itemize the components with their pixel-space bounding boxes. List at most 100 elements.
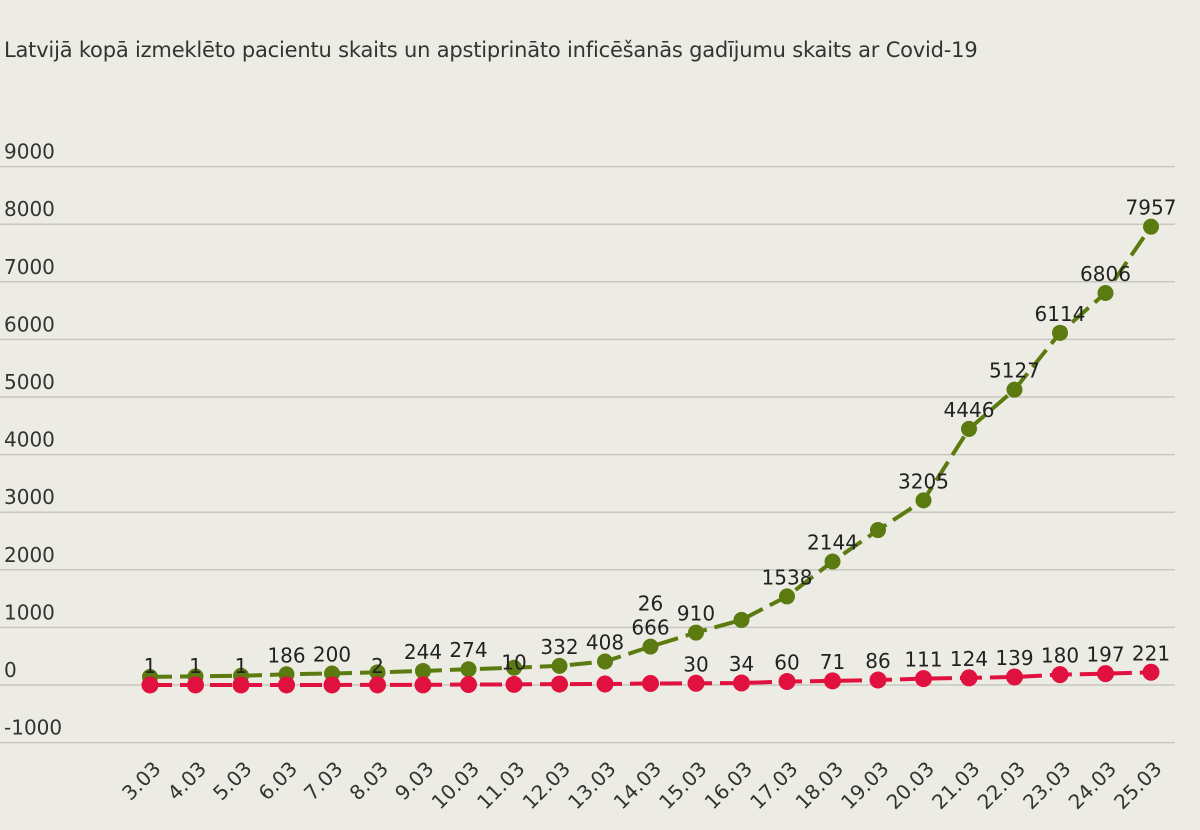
- data-point: [232, 676, 250, 694]
- y-tick-label: -1000: [4, 716, 62, 740]
- x-tick-label: 20.03: [882, 757, 939, 814]
- x-tick-label: 24.03: [1064, 757, 1121, 814]
- data-label: 1: [144, 654, 157, 678]
- x-tick-label: 6.03: [254, 757, 302, 805]
- x-tick-label: 12.03: [518, 757, 575, 814]
- x-tick-label: 11.03: [472, 757, 529, 814]
- x-tick-label: 15.03: [654, 757, 711, 814]
- y-tick-label: 9000: [4, 140, 55, 164]
- series-line: [149, 225, 1153, 679]
- x-tick-label: 25.03: [1109, 757, 1166, 814]
- data-label: 60: [774, 651, 799, 675]
- data-point: [687, 674, 705, 692]
- data-point: [141, 676, 159, 694]
- data-label: 1: [189, 654, 202, 678]
- data-label: 71: [820, 650, 845, 674]
- x-tick-label: 22.03: [973, 757, 1030, 814]
- x-tick-label: 13.03: [563, 757, 620, 814]
- data-label: 34: [729, 652, 754, 676]
- data-point: [415, 662, 431, 679]
- x-tick-label: 14.03: [609, 757, 666, 814]
- data-label: 200: [313, 642, 351, 666]
- x-tick-label: 5.03: [208, 757, 256, 805]
- data-point: [733, 611, 750, 628]
- y-tick-label: 1000: [4, 600, 55, 624]
- data-label: 2: [371, 654, 384, 678]
- data-label: 910: [677, 602, 715, 626]
- x-tick-label: 17.03: [745, 757, 802, 814]
- data-point: [642, 675, 659, 693]
- data-label: 186: [267, 643, 305, 667]
- data-point: [1006, 381, 1023, 398]
- data-label: 7957: [1126, 196, 1177, 220]
- x-tick-label: 18.03: [791, 757, 848, 814]
- data-point: [642, 638, 659, 655]
- data-point: [1051, 666, 1069, 684]
- y-tick-label: 6000: [4, 312, 55, 336]
- data-label: 408: [586, 630, 624, 654]
- data-point: [961, 420, 977, 437]
- data-point: [551, 657, 568, 674]
- x-tick-label: 4.03: [163, 757, 211, 805]
- data-point: [369, 676, 386, 694]
- data-point: [824, 672, 841, 690]
- data-label: 139: [995, 646, 1033, 670]
- data-label: 197: [1086, 643, 1124, 667]
- data-point: [1097, 284, 1114, 301]
- data-point: [1143, 218, 1159, 235]
- data-point: [596, 675, 614, 693]
- data-point: [869, 671, 887, 689]
- data-label: 26: [638, 592, 663, 616]
- x-tick-label: 19.03: [836, 757, 893, 814]
- data-label: 124: [950, 647, 988, 671]
- data-label: 30: [683, 652, 708, 676]
- data-point: [778, 673, 796, 691]
- x-tick-label: 21.03: [927, 757, 984, 814]
- data-point: [187, 676, 204, 694]
- y-tick-label: 2000: [4, 543, 55, 567]
- data-label: 332: [540, 635, 578, 659]
- y-tick-label: 4000: [4, 428, 55, 452]
- x-tick-label: 3.03: [117, 757, 165, 805]
- data-label: 111: [904, 648, 942, 672]
- data-label: 1538: [762, 565, 813, 589]
- x-tick-label: 16.03: [700, 757, 757, 814]
- data-point: [688, 624, 704, 641]
- data-point: [824, 553, 841, 570]
- data-point: [1052, 324, 1068, 341]
- y-tick-label: 7000: [4, 255, 55, 279]
- data-label: 274: [449, 638, 487, 662]
- data-point: [597, 653, 613, 670]
- data-label: 2144: [807, 531, 858, 555]
- data-label: 3205: [898, 469, 949, 493]
- data-point: [960, 669, 978, 687]
- data-label: 221: [1132, 641, 1170, 665]
- data-point: [506, 659, 522, 676]
- y-tick-label: 0: [4, 658, 17, 682]
- x-tick-label: 10.03: [427, 757, 484, 814]
- data-label: 86: [865, 649, 890, 673]
- data-point: [915, 670, 932, 688]
- data-point: [1097, 665, 1114, 683]
- data-point: [1006, 668, 1023, 686]
- x-tick-label: 8.03: [345, 757, 393, 805]
- data-point: [551, 675, 568, 693]
- data-point: [870, 522, 886, 539]
- data-label: 666: [631, 616, 669, 640]
- y-tick-label: 3000: [4, 485, 55, 509]
- data-point: [414, 676, 432, 694]
- y-tick-label: 5000: [4, 370, 55, 394]
- data-point: [915, 492, 932, 509]
- data-label: 1: [235, 654, 248, 678]
- data-point: [278, 676, 295, 694]
- data-point: [323, 676, 341, 694]
- data-label: 4446: [944, 398, 995, 422]
- data-label: 6114: [1035, 302, 1086, 326]
- data-point: [369, 664, 386, 681]
- data-label: 244: [404, 640, 442, 664]
- data-point: [1142, 663, 1160, 681]
- data-label: 180: [1041, 644, 1079, 668]
- data-label: 6806: [1080, 262, 1131, 286]
- x-tick-label: 7.03: [299, 757, 347, 805]
